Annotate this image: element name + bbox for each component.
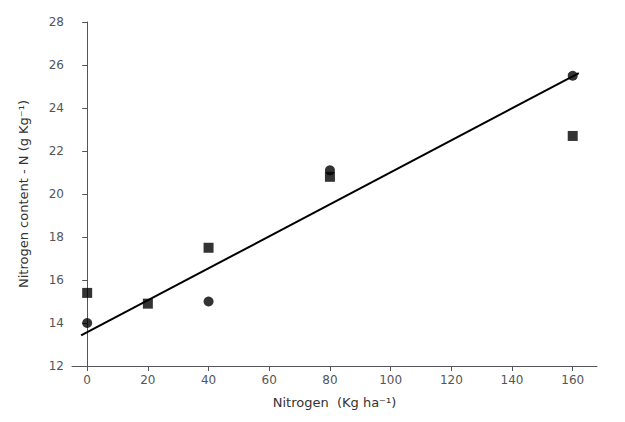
svg-text:60: 60 bbox=[262, 373, 277, 387]
svg-text:80: 80 bbox=[322, 373, 337, 387]
svg-text:20: 20 bbox=[140, 373, 155, 387]
svg-text:Nitrogen (Kg ha⁻¹): Nitrogen (Kg ha⁻¹) bbox=[273, 395, 397, 410]
svg-text:12: 12 bbox=[49, 359, 64, 373]
svg-text:140: 140 bbox=[501, 373, 524, 387]
svg-text:26: 26 bbox=[49, 58, 64, 72]
svg-text:14: 14 bbox=[49, 316, 64, 330]
svg-text:Nitrogen content - N (g Kg⁻¹): Nitrogen content - N (g Kg⁻¹) bbox=[16, 100, 31, 288]
svg-text:160: 160 bbox=[561, 373, 584, 387]
svg-text:24: 24 bbox=[49, 101, 64, 115]
svg-text:20: 20 bbox=[49, 187, 64, 201]
svg-text:16: 16 bbox=[49, 273, 64, 287]
svg-text:18: 18 bbox=[49, 230, 64, 244]
svg-text:100: 100 bbox=[379, 373, 402, 387]
svg-text:40: 40 bbox=[201, 373, 216, 387]
svg-text:22: 22 bbox=[49, 144, 64, 158]
svg-text:0: 0 bbox=[83, 373, 91, 387]
svg-text:120: 120 bbox=[440, 373, 463, 387]
svg-text:28: 28 bbox=[49, 15, 64, 29]
